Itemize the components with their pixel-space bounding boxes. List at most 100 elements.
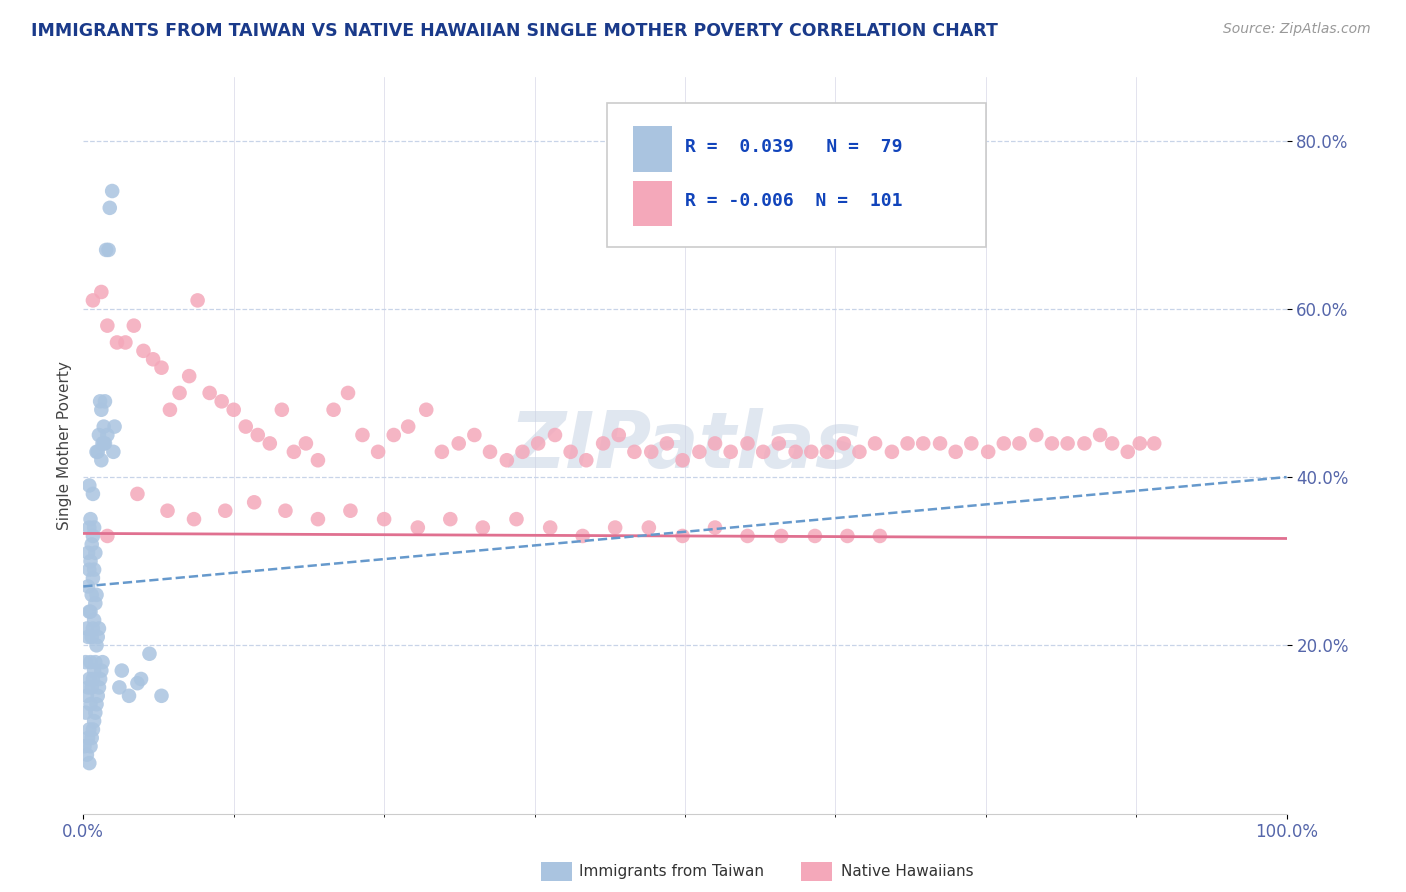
Point <box>94 394 117 409</box>
Point <box>737 529 759 543</box>
Point <box>367 445 389 459</box>
Point <box>1056 436 1078 450</box>
Point <box>118 689 141 703</box>
Point <box>527 436 550 450</box>
Point <box>605 520 627 534</box>
Point <box>704 436 727 450</box>
Point <box>214 504 236 518</box>
Point <box>127 487 149 501</box>
Point <box>655 436 678 450</box>
Point <box>352 428 374 442</box>
Point <box>945 445 967 459</box>
Point <box>96 428 118 442</box>
Point <box>142 352 165 367</box>
Point <box>77 681 100 695</box>
Point <box>430 445 453 459</box>
Point <box>848 445 870 459</box>
Y-axis label: Single Mother Poverty: Single Mother Poverty <box>58 361 72 530</box>
Point <box>382 428 405 442</box>
Point <box>544 428 567 442</box>
Point <box>752 445 775 459</box>
Point <box>977 445 1000 459</box>
Point <box>101 184 124 198</box>
Point <box>79 478 101 492</box>
Point <box>98 201 121 215</box>
Point <box>83 613 105 627</box>
Point <box>704 520 727 534</box>
Point <box>87 428 110 442</box>
Point <box>79 756 101 771</box>
Point <box>79 723 101 737</box>
Point <box>80 588 103 602</box>
Point <box>373 512 395 526</box>
Point <box>770 529 793 543</box>
Point <box>87 681 110 695</box>
Point <box>159 402 181 417</box>
Point <box>222 402 245 417</box>
Point <box>538 520 561 534</box>
Point <box>439 512 461 526</box>
Text: Source: ZipAtlas.com: Source: ZipAtlas.com <box>1223 22 1371 37</box>
Point <box>575 453 598 467</box>
Point <box>246 428 269 442</box>
FancyBboxPatch shape <box>633 126 672 171</box>
Point <box>837 529 859 543</box>
Point <box>912 436 935 450</box>
Point <box>896 436 918 450</box>
Point <box>623 445 645 459</box>
Point <box>295 436 318 450</box>
Point <box>993 436 1015 450</box>
Point <box>592 436 614 450</box>
Point <box>79 563 101 577</box>
Point <box>640 445 662 459</box>
Point <box>77 630 100 644</box>
Point <box>235 419 257 434</box>
Point <box>270 402 292 417</box>
Point <box>79 554 101 568</box>
Point <box>89 394 111 409</box>
Point <box>396 419 419 434</box>
Point <box>80 731 103 745</box>
Point <box>187 293 209 308</box>
Point <box>571 529 593 543</box>
Point <box>114 335 136 350</box>
Point <box>77 546 100 560</box>
Point <box>84 596 107 610</box>
Point <box>82 293 104 308</box>
Point <box>103 419 125 434</box>
Point <box>77 731 100 745</box>
Point <box>83 520 105 534</box>
Point <box>274 504 297 518</box>
Point <box>479 445 502 459</box>
Point <box>415 402 437 417</box>
Point <box>86 697 108 711</box>
Point <box>869 529 891 543</box>
Point <box>79 739 101 754</box>
Point <box>93 436 115 450</box>
Point <box>156 504 179 518</box>
Point <box>169 386 191 401</box>
FancyBboxPatch shape <box>633 180 672 227</box>
Point <box>79 605 101 619</box>
Point <box>198 386 221 401</box>
Point <box>96 243 118 257</box>
Point <box>880 445 903 459</box>
Point <box>91 655 114 669</box>
Point <box>929 436 952 450</box>
Point <box>307 512 329 526</box>
Point <box>76 689 98 703</box>
Point <box>79 672 101 686</box>
Point <box>1073 436 1095 450</box>
Point <box>86 445 108 459</box>
Point <box>283 445 305 459</box>
Text: Native Hawaiians: Native Hawaiians <box>841 864 973 879</box>
Point <box>138 647 160 661</box>
Point <box>90 285 112 299</box>
Point <box>76 747 98 762</box>
Point <box>1116 445 1139 459</box>
Point <box>1088 428 1111 442</box>
Point <box>84 546 107 560</box>
Point <box>79 520 101 534</box>
Point <box>495 453 517 467</box>
Point <box>132 343 155 358</box>
